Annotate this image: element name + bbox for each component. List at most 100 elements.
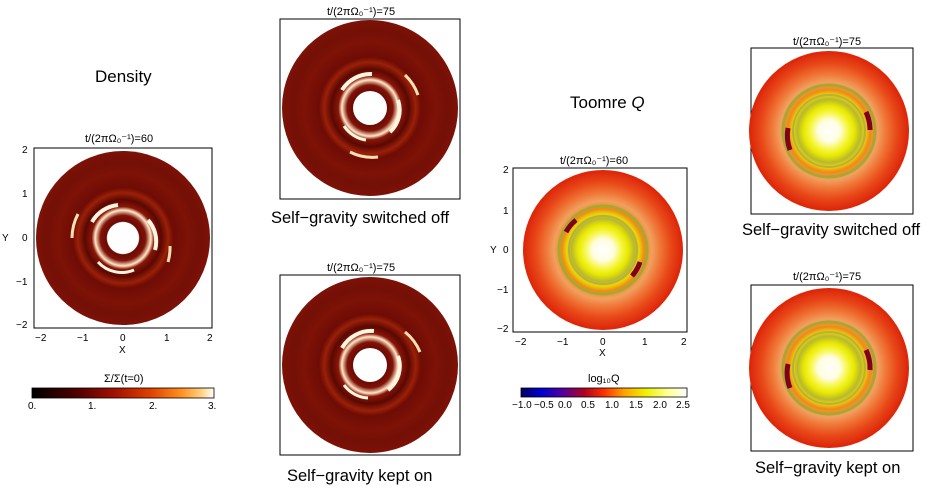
- density-ytick-label: 0: [22, 233, 28, 244]
- density-inner-hole-t60: [108, 223, 138, 253]
- density-arc: [388, 99, 402, 134]
- density-heading: Density: [95, 67, 152, 86]
- toomre-colorbar-tick: −0.5: [534, 400, 554, 411]
- toomre-panel-t60: [512, 167, 688, 333]
- toomre-heading: Toomre Q: [570, 93, 645, 112]
- toomre-ring: [792, 94, 866, 168]
- density-colorbar-tick: 1.: [88, 401, 97, 412]
- density-off-frame: [279, 18, 461, 200]
- toomre-disk-on: [750, 289, 908, 447]
- density-arc: [404, 330, 422, 353]
- density-arc: [386, 355, 402, 392]
- toomre-colorbar-tick: 2.5: [676, 400, 690, 411]
- toomre-dark-arc: [863, 348, 873, 371]
- toomre-y-axis-label: Y: [490, 245, 497, 256]
- density-arc: [96, 260, 135, 274]
- toomre-on-panel-title-t75: t/(2πΩ₀⁻¹)=75: [793, 271, 862, 283]
- toomre-ring: [557, 204, 649, 296]
- density-arc: [342, 384, 369, 400]
- toomre-ytick-label: 0: [503, 245, 509, 256]
- caption-toomre-kept-on: Self−gravity kept on: [755, 459, 901, 477]
- toomre-x-axis-label: X: [599, 348, 606, 359]
- density-xtick-label: 0: [120, 333, 126, 344]
- toomre-ytick-label: 1: [503, 206, 509, 217]
- toomre-dark-arc: [784, 363, 793, 389]
- toomre-colorbar-tick: 1.5: [629, 400, 643, 411]
- toomre-colorbar-tick: 2.0: [653, 400, 667, 411]
- toomre-dark-arc: [630, 261, 643, 278]
- toomre-ring: [568, 215, 638, 285]
- density-colorbar: [31, 387, 215, 399]
- density-ytick-label: 1: [22, 189, 28, 200]
- density-arc: [349, 150, 379, 159]
- toomre-panel-on-t75: [749, 284, 914, 452]
- toomre-colorbar-tick: 1.0: [605, 400, 619, 411]
- density-colorbar-tick: 3.: [208, 401, 217, 412]
- toomre-dark-arc: [863, 110, 873, 131]
- caption-density-kept-on: Self−gravity kept on: [287, 467, 433, 485]
- toomre-outer-edge: [749, 288, 909, 448]
- density-panel-off-t75: [279, 18, 461, 200]
- caption-toomre-switched-off: Self−gravity switched off: [742, 221, 921, 239]
- toomre-colorbar-tick: 0.5: [581, 400, 595, 411]
- density-colorbar-tick: 2.: [149, 401, 158, 412]
- density-off-panel-title-t75: t/(2πΩ₀⁻¹)=75: [327, 6, 396, 18]
- toomre-panel-off-t75: [749, 47, 914, 215]
- density-colorbar-tick: 0.: [28, 401, 37, 412]
- toomre-ytick-label: −1: [497, 285, 509, 296]
- toomre-xtick-label: −1: [557, 337, 569, 348]
- density-ytick-label: −2: [16, 320, 28, 331]
- toomre-outer-edge: [749, 51, 909, 211]
- toomre-ring: [781, 83, 877, 179]
- density-arc: [70, 213, 80, 239]
- toomre-disk-t60: [524, 171, 682, 329]
- density-x-axis-label: X: [119, 345, 126, 356]
- density-panel-t60: [33, 147, 213, 329]
- density-panel-on-t75: [279, 274, 461, 456]
- toomre-ring: [781, 320, 877, 416]
- toomre-colorbar-label: log₁₀Q: [588, 373, 620, 385]
- toomre-ring: [792, 331, 866, 405]
- density-ytick-label: 2: [22, 145, 28, 156]
- toomre-colorbar-tick: −1.0: [512, 400, 532, 411]
- density-panel-title-t60: t/(2πΩ₀⁻¹)=60: [85, 133, 154, 145]
- density-axes-frame: [33, 147, 213, 329]
- density-arc: [403, 73, 420, 96]
- density-xtick-label: 1: [164, 333, 170, 344]
- toomre-ytick-label: −2: [497, 324, 509, 335]
- density-xtick-label: 2: [207, 333, 213, 344]
- density-xtick-label: −2: [35, 333, 47, 344]
- density-inner-hole-off: [353, 91, 387, 125]
- density-arc: [146, 218, 159, 251]
- toomre-xtick-label: −2: [515, 337, 527, 348]
- toomre-xtick-label: 0: [600, 337, 606, 348]
- density-inner-hole-on: [353, 348, 387, 382]
- density-arc: [340, 71, 373, 92]
- density-arc: [340, 328, 375, 350]
- toomre-colorbar-tick: 0.0: [558, 400, 572, 411]
- density-arc: [90, 203, 119, 224]
- toomre-ytick-label: 2: [503, 165, 509, 176]
- toomre-xtick-label: 1: [642, 337, 648, 348]
- density-arc: [166, 245, 172, 263]
- caption-density-switched-off: Self−gravity switched off: [271, 209, 450, 227]
- density-arc: [342, 125, 367, 142]
- toomre-disk-off: [750, 52, 908, 210]
- toomre-off-panel-title-t75: t/(2πΩ₀⁻¹)=75: [793, 36, 862, 48]
- density-ytick-label: −1: [16, 277, 28, 288]
- toomre-panel-title-t60: t/(2πΩ₀⁻¹)=60: [560, 155, 629, 167]
- toomre-axes-frame: [512, 167, 688, 333]
- density-colorbar-label: Σ/Σ(t=0): [104, 373, 144, 385]
- toomre-colorbar: [520, 387, 688, 398]
- density-on-panel-title-t75: t/(2πΩ₀⁻¹)=75: [327, 262, 396, 274]
- density-colorbar-strip: [31, 387, 215, 399]
- toomre-dark-arc: [784, 127, 793, 151]
- toomre-xtick-label: 2: [681, 337, 687, 348]
- density-y-axis-label: Y: [2, 233, 9, 244]
- toomre-outer-edge: [523, 170, 683, 330]
- density-on-frame: [279, 274, 461, 456]
- density-xtick-label: −1: [77, 333, 89, 344]
- toomre-colorbar-strip: [520, 387, 688, 398]
- toomre-dark-arc: [563, 218, 578, 234]
